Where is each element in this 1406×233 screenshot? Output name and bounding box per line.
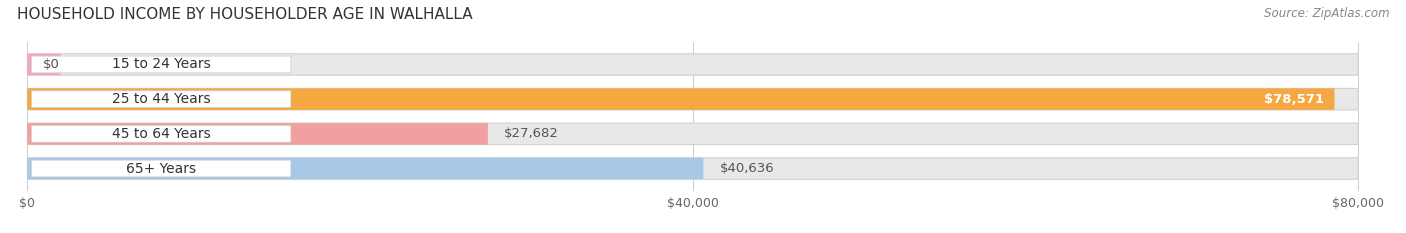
FancyBboxPatch shape: [27, 54, 60, 75]
Text: Source: ZipAtlas.com: Source: ZipAtlas.com: [1264, 7, 1389, 20]
Text: $78,571: $78,571: [1264, 93, 1324, 106]
Text: $40,636: $40,636: [720, 162, 775, 175]
FancyBboxPatch shape: [27, 54, 1358, 75]
FancyBboxPatch shape: [27, 88, 1358, 110]
FancyBboxPatch shape: [27, 88, 1334, 110]
FancyBboxPatch shape: [27, 123, 1358, 145]
FancyBboxPatch shape: [31, 160, 291, 177]
FancyBboxPatch shape: [31, 91, 291, 108]
Text: 65+ Years: 65+ Years: [127, 161, 197, 175]
Text: 45 to 64 Years: 45 to 64 Years: [111, 127, 211, 141]
FancyBboxPatch shape: [27, 158, 703, 179]
FancyBboxPatch shape: [27, 123, 488, 145]
Text: 15 to 24 Years: 15 to 24 Years: [111, 58, 211, 72]
FancyBboxPatch shape: [31, 125, 291, 142]
Text: HOUSEHOLD INCOME BY HOUSEHOLDER AGE IN WALHALLA: HOUSEHOLD INCOME BY HOUSEHOLDER AGE IN W…: [17, 7, 472, 22]
Text: $27,682: $27,682: [503, 127, 558, 140]
Text: $0: $0: [44, 58, 60, 71]
FancyBboxPatch shape: [31, 56, 291, 73]
Text: 25 to 44 Years: 25 to 44 Years: [112, 92, 211, 106]
FancyBboxPatch shape: [27, 158, 1358, 179]
